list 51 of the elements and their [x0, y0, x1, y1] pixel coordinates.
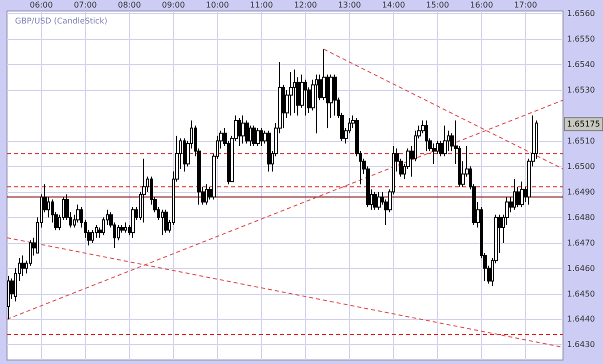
x-tick-label: 09:00: [162, 0, 185, 10]
candlestick: [520, 181, 524, 208]
candlestick: [124, 222, 127, 234]
x-tick-label: 14:00: [382, 0, 406, 10]
y-tick-label: 1.6560: [567, 9, 595, 18]
y-tick-label: 1.6460: [567, 264, 595, 273]
candlestick: [443, 125, 447, 157]
candlestick: [142, 158, 146, 223]
candlestick: [267, 130, 271, 172]
y-tick-label: 1.6450: [567, 289, 595, 298]
x-tick-label: 13:00: [338, 0, 362, 10]
y-tick-label: 1.6550: [567, 34, 595, 44]
candlestick: [238, 117, 241, 147]
candlestick: [373, 191, 377, 210]
candlestick: [293, 69, 296, 114]
y-tick-label: 1.6470: [567, 238, 595, 248]
x-tick-label: 07:00: [74, 0, 97, 10]
y-tick-label: 1.6510: [567, 136, 595, 146]
y-tick-label: 1.6490: [567, 187, 595, 196]
x-tick-label: 08:00: [118, 0, 141, 10]
candlestick: [315, 74, 318, 134]
candlestick: [260, 128, 263, 147]
y-tick-label: 1.6540: [567, 60, 595, 69]
candlestick: [425, 120, 428, 152]
y-tick-label: 1.6440: [567, 314, 595, 324]
x-tick-label: 17:00: [514, 0, 538, 10]
candlestick: [377, 191, 381, 210]
x-tick-label: 10:00: [206, 0, 229, 10]
x-tick-label: 11:00: [250, 0, 273, 10]
y-tick-label: 1.6500: [567, 162, 595, 171]
text: GBP/USD (CandleStick): [15, 16, 108, 26]
candlestick: [256, 128, 260, 147]
x-tick-label: 16:00: [470, 0, 494, 10]
y-tick-label: 1.6530: [567, 85, 595, 94]
text: 1.65175: [567, 120, 600, 129]
x-tick-label: 12:00: [294, 0, 317, 10]
candlestick: [183, 138, 186, 172]
y-tick-label: 1.6430: [567, 340, 595, 350]
candlestick: [252, 125, 256, 147]
candlestick: [205, 184, 208, 206]
x-tick-label: 15:00: [426, 0, 450, 10]
candlestick: [513, 178, 516, 210]
candlestick: [164, 209, 168, 234]
y-tick-label: 1.6480: [567, 212, 595, 222]
candlestick: [333, 74, 337, 116]
candlestick: [241, 114, 245, 144]
candlestick: [432, 142, 436, 164]
candlestick: [161, 209, 164, 236]
candlestick: [131, 206, 135, 238]
candlestick: [289, 72, 293, 116]
x-tick-label: 06:00: [30, 0, 53, 10]
